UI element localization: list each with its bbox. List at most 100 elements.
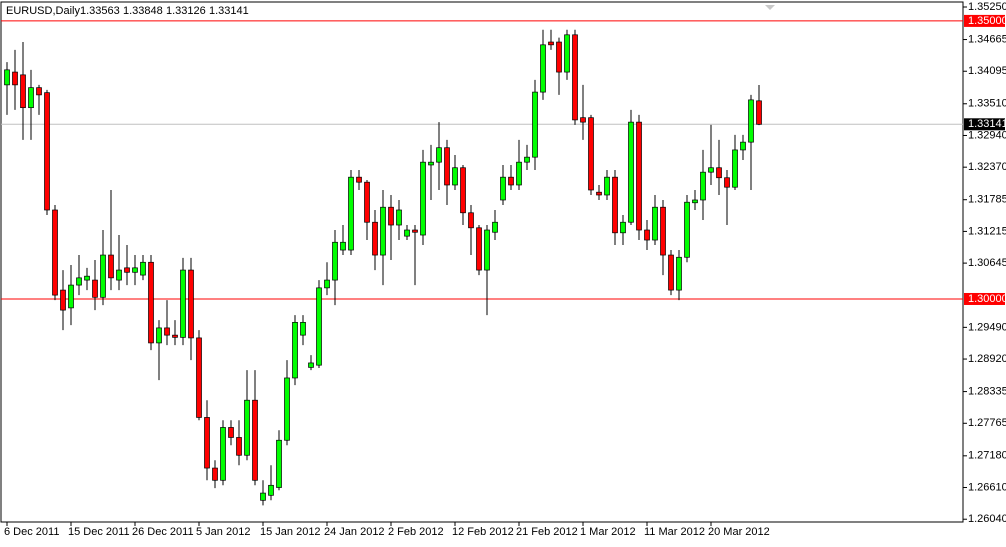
header-open: 1.33563 (80, 5, 120, 17)
header-close: 1.33141 (209, 5, 249, 17)
candle-body (332, 241, 338, 281)
candle-body (444, 147, 450, 186)
candle-body (484, 229, 490, 271)
candle-body (12, 71, 18, 86)
candle-body (52, 209, 58, 296)
candle-body (228, 427, 234, 438)
candle-body (220, 427, 226, 481)
level-label-bg (964, 14, 1005, 27)
candle-body (556, 41, 562, 73)
price-label-bg (964, 118, 1005, 131)
candle-body (612, 176, 618, 234)
x-tick-label: 12 Feb 2012 (452, 526, 514, 538)
candle-body (4, 69, 10, 86)
candle-body (580, 117, 586, 123)
candle-body (516, 161, 522, 186)
candle-body (84, 275, 90, 281)
x-tick-label: 24 Jan 2012 (324, 526, 385, 538)
candle-body (316, 287, 322, 366)
x-tick-label: 11 Mar 2012 (644, 526, 705, 538)
candle-body (548, 41, 554, 46)
y-tick-label: 1.27765 (968, 417, 1006, 429)
candle-body (100, 254, 106, 298)
y-tick-label: 1.30645 (968, 257, 1006, 269)
y-tick-label: 1.32370 (968, 161, 1006, 173)
candle-body (308, 362, 314, 368)
candle-body (20, 74, 26, 109)
candle-body (716, 167, 722, 179)
y-tick-label: 1.29490 (968, 321, 1006, 333)
candle-body (420, 161, 426, 236)
candle-body (172, 334, 178, 338)
candle-body (348, 176, 354, 251)
level-label: 1.35000 (968, 15, 1006, 27)
candle-body (108, 254, 114, 279)
x-tick-label: 15 Jan 2012 (260, 526, 321, 538)
candle-body (372, 221, 378, 256)
candle-body (124, 267, 130, 273)
candle-body (604, 176, 610, 196)
candle-body (324, 279, 330, 289)
candle-body (244, 399, 250, 456)
candle-body (260, 492, 266, 501)
candle-body (132, 267, 138, 273)
candle-body (692, 199, 698, 204)
candle-body (588, 117, 594, 191)
candle-body (356, 176, 362, 183)
candle-body (620, 221, 626, 234)
y-tick-label: 1.28335 (968, 385, 1006, 397)
candle-body (500, 176, 506, 201)
candle-body (404, 229, 410, 237)
level-label: 1.30000 (968, 293, 1006, 305)
candle-body (700, 171, 706, 201)
candle-body (732, 149, 738, 188)
candle-body (148, 261, 154, 344)
candle-body (340, 241, 346, 251)
candle-body (68, 284, 74, 309)
candle-body (492, 221, 498, 233)
candle-body (268, 484, 274, 496)
candle-body (212, 467, 218, 481)
candle-body (396, 209, 402, 226)
y-tick-label: 1.26040 (968, 513, 1006, 525)
candle-body (156, 327, 162, 344)
x-tick-label: 5 Jan 2012 (196, 526, 250, 538)
y-tick-label: 1.31215 (968, 225, 1006, 237)
candle-body (116, 269, 122, 281)
candle-body (532, 91, 538, 158)
candle-body (36, 87, 42, 96)
x-tick-label: 1 Mar 2012 (580, 526, 636, 538)
candle-body (476, 227, 482, 271)
candle-body (300, 321, 306, 336)
candle-body (524, 156, 530, 163)
candle-body (756, 100, 762, 125)
scroll-marker (765, 5, 775, 10)
y-tick-label: 1.27180 (968, 450, 1006, 462)
header-low: 1.33126 (166, 5, 206, 17)
x-tick-label: 6 Dec 2011 (4, 526, 59, 538)
candle-body (748, 99, 754, 143)
candle-body (676, 256, 682, 291)
candle-body (540, 44, 546, 93)
candle-body (252, 399, 258, 481)
candle-body (628, 121, 634, 223)
candle-body (92, 279, 98, 298)
candle-body (596, 191, 602, 196)
y-tick-label: 1.33510 (968, 98, 1006, 110)
x-tick-label: 2 Feb 2012 (388, 526, 444, 538)
candle-body (28, 87, 34, 109)
y-tick-label: 1.34665 (968, 33, 1006, 45)
header-high: 1.33848 (123, 5, 163, 17)
plot-frame (0, 1, 964, 523)
x-tick-label: 21 Feb 2012 (516, 526, 578, 538)
price-label: 1.33141 (968, 118, 1006, 130)
candle-body (460, 167, 466, 214)
candle-body (180, 269, 186, 338)
candle-body (636, 121, 642, 231)
candle-body (388, 206, 394, 226)
candle-body (44, 92, 50, 211)
candle-body (236, 437, 242, 456)
x-tick-label: 26 Dec 2011 (132, 526, 194, 538)
